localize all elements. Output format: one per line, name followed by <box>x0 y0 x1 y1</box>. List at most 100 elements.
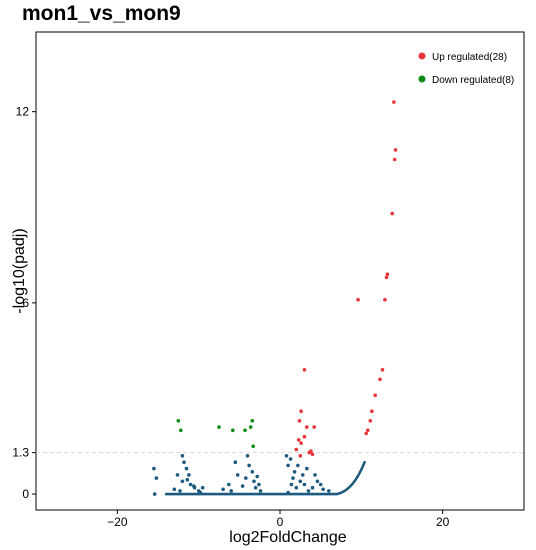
data-point <box>152 466 156 471</box>
data-point <box>299 409 303 414</box>
data-point <box>327 489 331 493</box>
data-point <box>179 428 183 433</box>
points-layer <box>152 100 398 496</box>
data-point <box>315 479 320 484</box>
data-point <box>178 489 182 493</box>
x-tick-label: 0 <box>277 515 284 529</box>
data-point <box>180 479 185 484</box>
data-point <box>175 473 180 477</box>
data-point <box>257 482 261 487</box>
data-point <box>192 484 196 488</box>
data-point <box>368 419 373 423</box>
data-point <box>288 457 293 461</box>
data-point <box>378 377 382 382</box>
y-tick-label: 12 <box>16 105 30 119</box>
data-point <box>154 476 159 480</box>
data-point <box>245 454 250 458</box>
y-tick-label: 0 <box>22 487 29 501</box>
data-point <box>292 470 297 474</box>
data-point <box>284 454 289 458</box>
data-point <box>176 419 181 423</box>
data-point <box>294 485 299 490</box>
data-point <box>172 487 177 492</box>
data-point <box>286 490 290 495</box>
chart-title: mon1_vs_mon9 <box>22 2 181 25</box>
data-point <box>243 428 247 433</box>
data-point <box>253 485 258 490</box>
data-point <box>258 489 263 493</box>
data-point <box>298 454 303 458</box>
data-point <box>310 452 315 457</box>
data-point <box>184 466 189 471</box>
data-point <box>370 409 374 414</box>
data-point <box>366 428 370 433</box>
data-point <box>393 148 398 152</box>
data-point <box>247 463 251 468</box>
data-point <box>250 470 255 474</box>
data-point <box>286 463 290 468</box>
data-point <box>235 473 240 477</box>
data-point <box>309 449 313 453</box>
data-point <box>384 275 389 280</box>
data-point <box>385 272 390 277</box>
axis-layer: −20 0 20 0 1.3 6 12 <box>12 105 449 529</box>
data-point <box>182 460 186 465</box>
data-point <box>299 441 303 445</box>
legend-swatch <box>418 52 426 60</box>
data-point <box>302 368 307 372</box>
data-point <box>294 447 299 452</box>
data-point <box>373 393 378 398</box>
data-point <box>250 419 255 423</box>
data-point <box>306 489 311 493</box>
data-point <box>185 477 190 482</box>
data-point <box>255 474 259 479</box>
data-point <box>297 419 302 423</box>
data-point <box>152 492 157 496</box>
data-point <box>188 482 193 487</box>
data-point <box>298 479 303 484</box>
data-point <box>312 425 317 429</box>
data-point <box>383 297 387 302</box>
data-point <box>392 157 397 162</box>
data-point <box>248 425 253 429</box>
data-point <box>229 489 233 493</box>
data-point <box>296 463 300 468</box>
no-diff-baseline-band <box>164 460 366 496</box>
data-point <box>321 487 325 492</box>
data-point <box>310 485 315 490</box>
data-point <box>364 431 369 436</box>
data-point <box>305 466 309 471</box>
data-point <box>217 425 221 429</box>
y-axis-title: -log10(padj) <box>11 228 28 313</box>
data-point <box>231 428 235 433</box>
baseline-layer <box>164 460 366 496</box>
data-point <box>390 211 395 216</box>
data-point <box>305 425 309 429</box>
data-point <box>240 484 245 488</box>
legend-label: Down regulated(8) <box>432 75 514 86</box>
data-point <box>380 368 385 372</box>
x-tick-label: 20 <box>436 515 450 529</box>
data-point <box>200 485 205 490</box>
data-point <box>221 487 225 492</box>
legend-swatch <box>418 75 426 83</box>
data-point <box>251 444 255 449</box>
data-point <box>302 434 307 439</box>
data-point <box>198 490 203 495</box>
data-point <box>318 482 323 487</box>
data-point <box>180 454 185 458</box>
y-tick-label: 6 <box>22 296 29 310</box>
data-point <box>313 473 317 477</box>
data-point <box>302 482 307 487</box>
data-point <box>252 479 256 484</box>
data-point <box>301 473 305 477</box>
x-axis-title: log2FoldChange <box>229 529 347 546</box>
data-point <box>244 476 248 480</box>
data-point <box>392 100 396 104</box>
data-point <box>227 482 231 487</box>
data-point <box>296 438 301 442</box>
data-point <box>291 476 295 480</box>
data-point <box>233 460 238 465</box>
data-point <box>289 482 294 487</box>
